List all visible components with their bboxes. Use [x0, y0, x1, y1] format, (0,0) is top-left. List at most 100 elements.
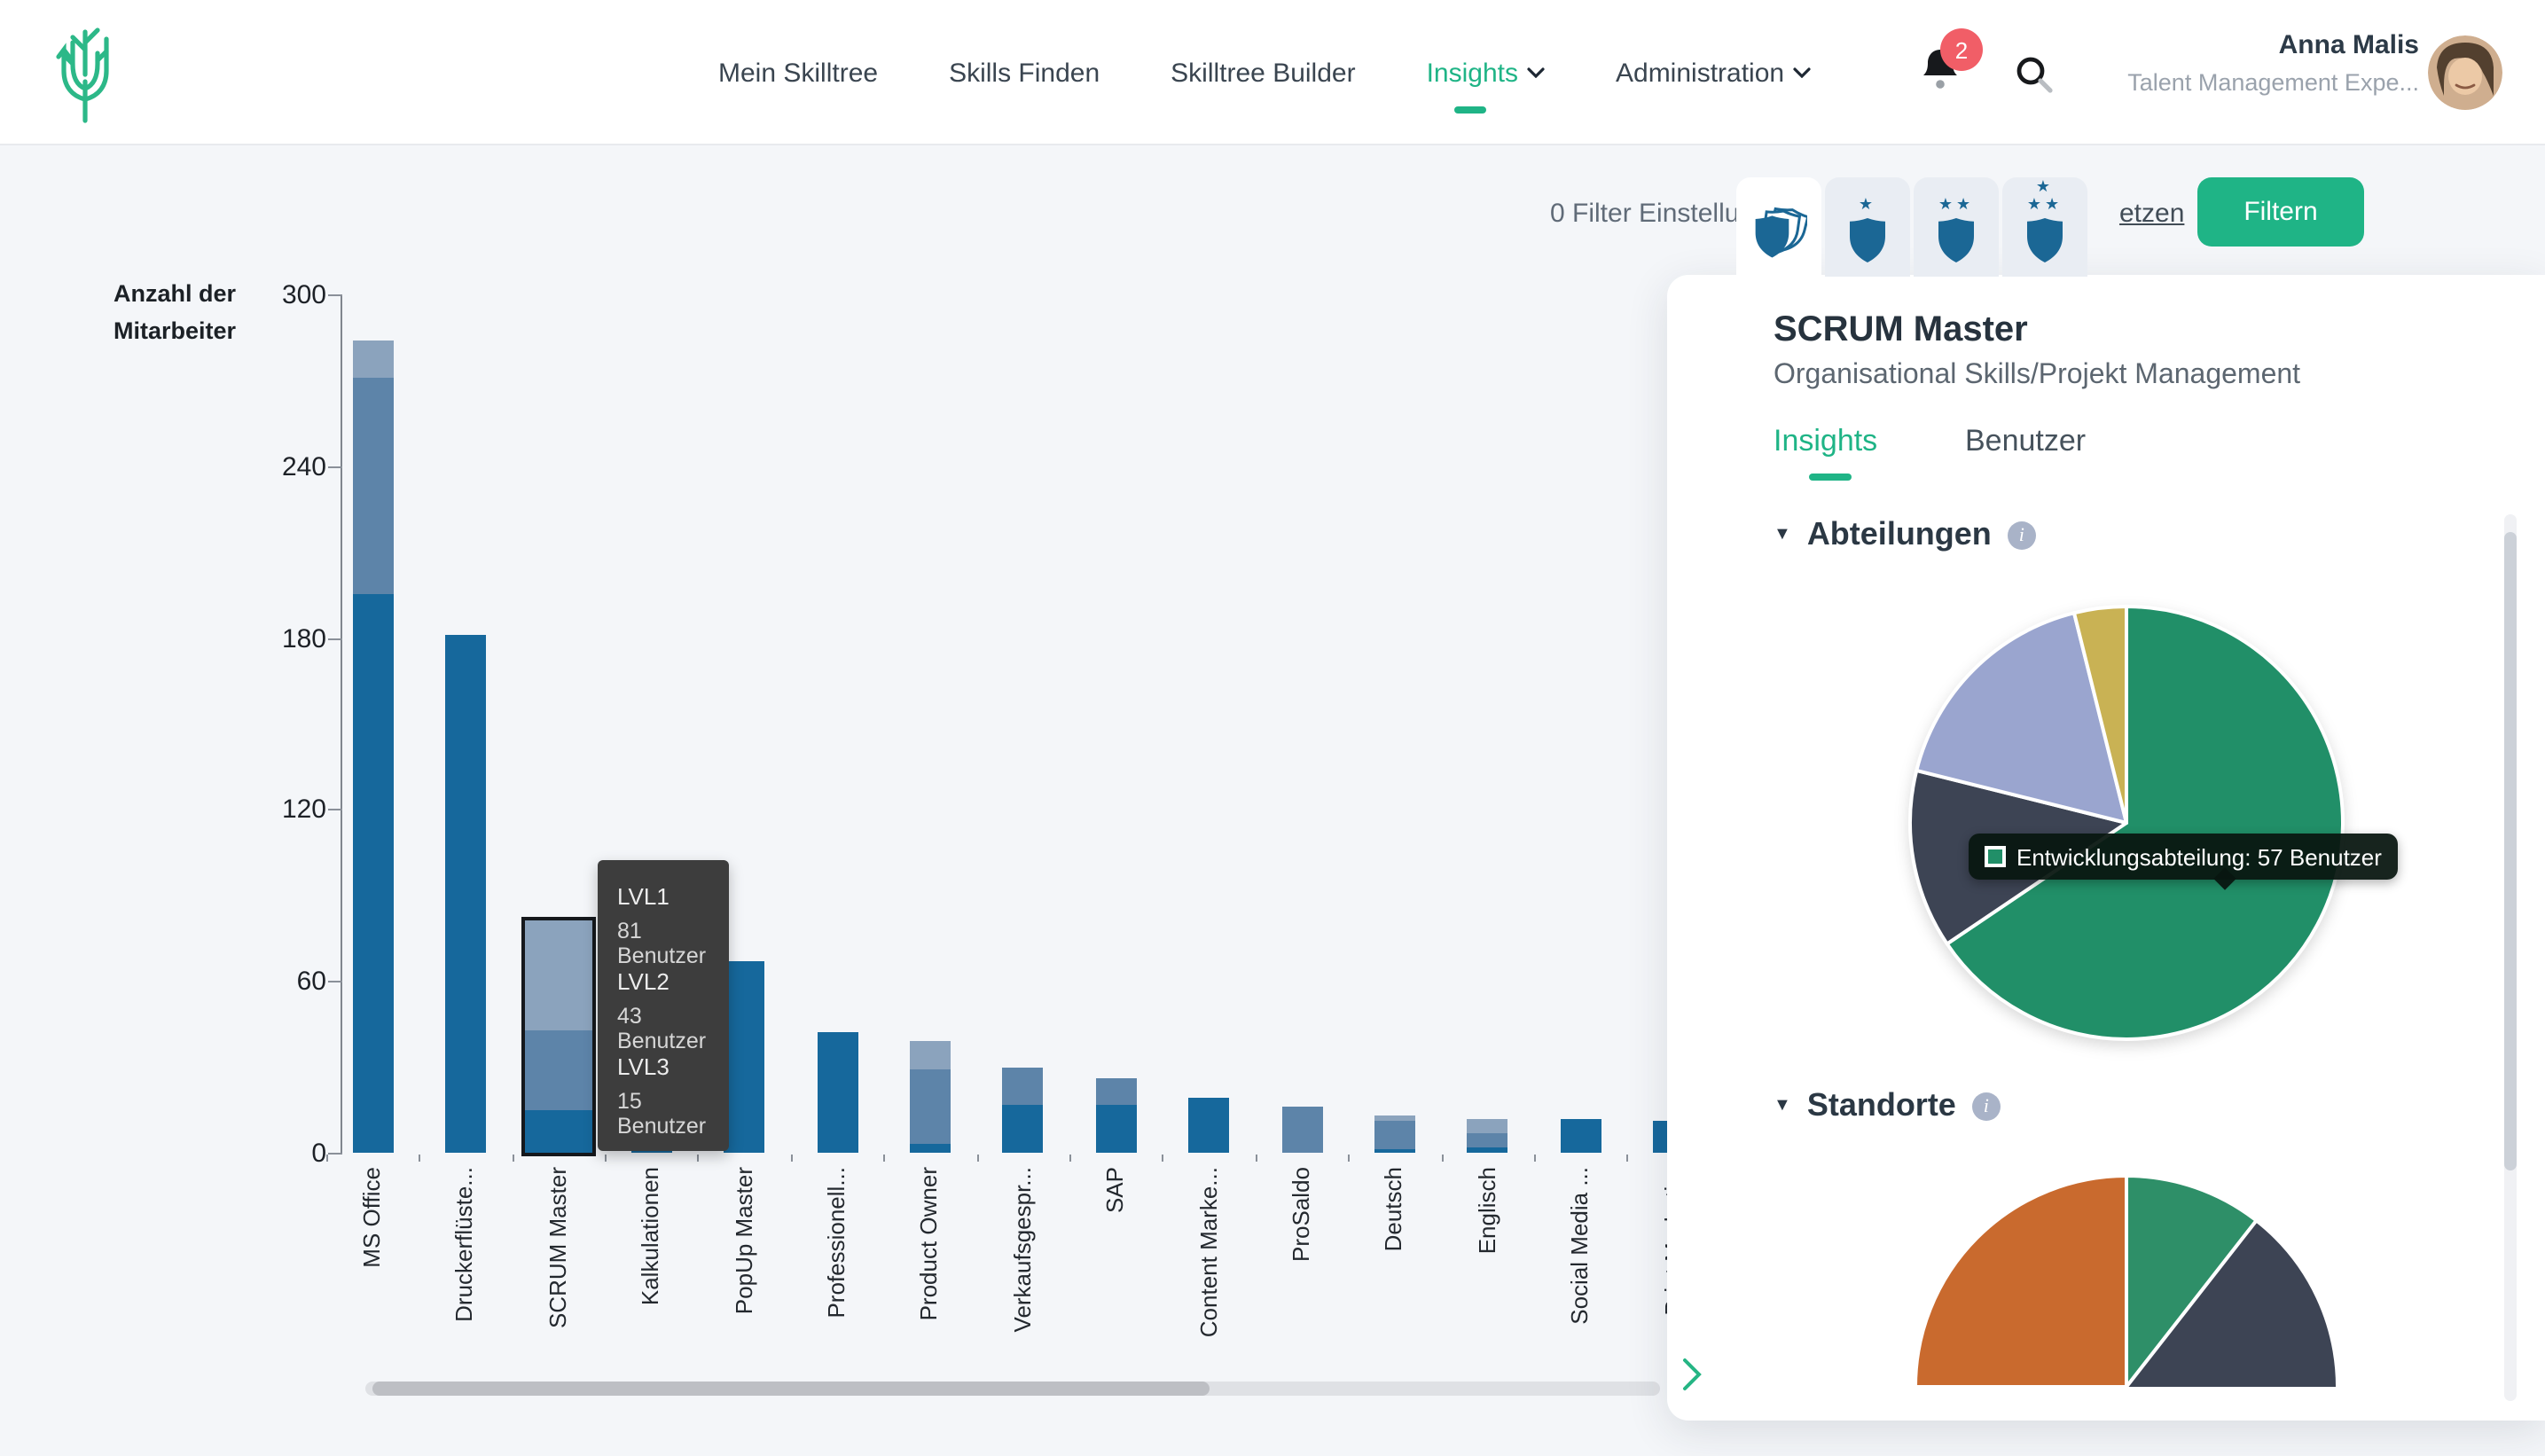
- horizontal-scrollbar[interactable]: [365, 1382, 1660, 1396]
- nav-item-administration[interactable]: Administration: [1616, 58, 1811, 88]
- skilltree-logo-icon[interactable]: [46, 21, 124, 133]
- x-tick-mark: [1626, 1155, 1629, 1162]
- user-info[interactable]: Anna Malis Talent Management Expe...: [2127, 30, 2419, 96]
- bar-deutsch[interactable]: [1374, 1115, 1415, 1153]
- bar-scrum-master[interactable]: [524, 920, 592, 1153]
- nav-item-mein-skilltree[interactable]: Mein Skilltree: [718, 58, 878, 88]
- panel-collapse-chevron[interactable]: [1681, 1357, 1703, 1401]
- pie-slice[interactable]: [2125, 1174, 2259, 1387]
- pie-slice-entwicklungsabteilung[interactable]: [1945, 605, 2345, 1041]
- section-header-abteilungen[interactable]: ▼ Abteilungen i: [1774, 516, 2036, 553]
- bar-segment: [1374, 1149, 1415, 1153]
- pie-slice[interactable]: [1914, 1174, 2128, 1387]
- bar-segment: [1560, 1118, 1601, 1153]
- section-title: Abteilungen: [1806, 516, 1992, 552]
- nav-item-skills-finden[interactable]: Skills Finden: [949, 58, 1100, 88]
- section-header-standorte[interactable]: ▼ Standorte i: [1774, 1087, 2001, 1124]
- top-nav: Mein Skilltree Skills Finden Skilltree B…: [0, 0, 2545, 145]
- pie-slice[interactable]: [1915, 611, 2128, 825]
- bar-segment: [909, 1069, 951, 1145]
- shield-icon: [1938, 218, 1974, 262]
- nav-item-label: Insights: [1426, 58, 1518, 88]
- active-nav-underline: [1453, 106, 1486, 113]
- bar-chart-tooltip: LVL1 81 Benutzer LVL2 43 Benutzer LVL3 15 Ben…: [598, 860, 729, 1151]
- level-tab-all[interactable]: [1736, 177, 1821, 277]
- panel-skill-category: Organisational Skills/Projekt Management: [1774, 360, 2301, 390]
- x-axis-label: PopUp Master: [730, 1167, 757, 1315]
- bar-segment: [724, 960, 765, 1153]
- x-tick-mark: [1069, 1155, 1071, 1162]
- collapse-triangle-icon: ▼: [1774, 525, 1791, 544]
- bar-product-owner[interactable]: [909, 1041, 951, 1153]
- panel-tab-insights[interactable]: Insights: [1774, 424, 1878, 458]
- bar-verkaufsgespr-[interactable]: [1002, 1067, 1044, 1153]
- bar-ms-office[interactable]: [352, 340, 393, 1153]
- shield-icon: [1850, 218, 1885, 262]
- chevron-down-icon: [1793, 67, 1811, 78]
- x-axis-label: Content Marke...: [1194, 1167, 1222, 1338]
- bar-segment: [909, 1144, 951, 1153]
- y-axis-line: [341, 294, 342, 1153]
- bar-popup-master[interactable]: [724, 960, 765, 1153]
- bar-content-marke-[interactable]: [1188, 1098, 1230, 1153]
- standorte-pie-chart[interactable]: [1912, 1172, 2341, 1387]
- bar-sap[interactable]: [1095, 1078, 1137, 1153]
- chevron-down-icon: [1527, 67, 1545, 78]
- nav-item-skilltree-builder[interactable]: Skilltree Builder: [1171, 58, 1355, 88]
- info-icon[interactable]: i: [1971, 1092, 2001, 1120]
- search-button[interactable]: [2013, 53, 2056, 105]
- two-stars-icon: ★★: [1938, 195, 1975, 213]
- x-axis-label: SAP: [1101, 1167, 1129, 1214]
- x-tick-mark: [605, 1155, 607, 1162]
- bar-druckerfl-ste-[interactable]: [444, 634, 486, 1153]
- x-axis-label: Product Owner: [915, 1167, 943, 1321]
- user-name: Anna Malis: [2278, 30, 2419, 60]
- shield-icon: [2027, 218, 2063, 262]
- reset-filters-link[interactable]: etzen: [2119, 199, 2185, 229]
- tooltip-text: Entwicklungsabteilung: 57 Benutzer: [2016, 843, 2382, 870]
- nav-item-insights[interactable]: Insights: [1426, 58, 1545, 113]
- bar-professionell-[interactable]: [817, 1032, 857, 1153]
- x-tick-mark: [1348, 1155, 1351, 1162]
- horizontal-scrollbar-thumb[interactable]: [372, 1382, 1210, 1396]
- three-stars-icon: ★: [2035, 177, 2055, 195]
- one-star-icon: ★: [1858, 195, 1877, 213]
- nav-links: Mein Skilltree Skills Finden Skilltree B…: [718, 0, 1811, 145]
- pie-slice[interactable]: [1914, 1218, 2339, 1387]
- notifications-button[interactable]: 2: [1919, 28, 1983, 106]
- info-icon[interactable]: i: [2007, 521, 2036, 549]
- x-tick-mark: [1162, 1155, 1164, 1162]
- bar-englisch[interactable]: [1467, 1118, 1508, 1153]
- level-tab-2[interactable]: ★★: [1914, 177, 1999, 277]
- y-tick-label: 240: [281, 451, 326, 482]
- x-axis-label: Verkaufsgespr...: [1008, 1167, 1036, 1333]
- notification-count-badge: 2: [1940, 28, 1983, 71]
- avatar[interactable]: [2428, 35, 2502, 110]
- tooltip-row: LVL1 81 Benutzer: [617, 883, 707, 968]
- bar-segment: [909, 1041, 951, 1070]
- pie-slice[interactable]: [2071, 605, 2128, 825]
- bar-prosaldo[interactable]: [1281, 1107, 1322, 1153]
- x-tick-mark: [790, 1155, 793, 1162]
- nav-item-label: Administration: [1616, 58, 1785, 88]
- x-tick-mark: [325, 1155, 328, 1162]
- panel-scrollbar-thumb[interactable]: [2504, 532, 2517, 1170]
- bar-segment: [1188, 1098, 1230, 1153]
- panel-tab-benutzer[interactable]: Benutzer: [1965, 424, 2087, 458]
- bar-segment: [524, 1109, 592, 1153]
- bar-social-media-[interactable]: [1560, 1118, 1601, 1153]
- bar-segment: [817, 1032, 857, 1153]
- bar-segment: [444, 634, 486, 1153]
- level-filter-tabs: ★ ★★ ★ ★★: [1736, 177, 2087, 277]
- panel-scrollbar[interactable]: [2504, 514, 2517, 1401]
- abteilungen-pie-chart[interactable]: [1901, 598, 2352, 1048]
- nav-item-label: Skills Finden: [949, 58, 1100, 88]
- y-tick-label: 120: [281, 795, 326, 826]
- x-tick-mark: [1441, 1155, 1444, 1162]
- level-tab-3[interactable]: ★ ★★: [2002, 177, 2087, 277]
- filter-button[interactable]: Filtern: [2197, 177, 2364, 247]
- x-tick-mark: [1255, 1155, 1257, 1162]
- y-tick-label: 60: [296, 967, 326, 998]
- level-tab-1[interactable]: ★: [1825, 177, 1910, 277]
- tooltip-row: LVL2 43 Benutzer: [617, 968, 707, 1053]
